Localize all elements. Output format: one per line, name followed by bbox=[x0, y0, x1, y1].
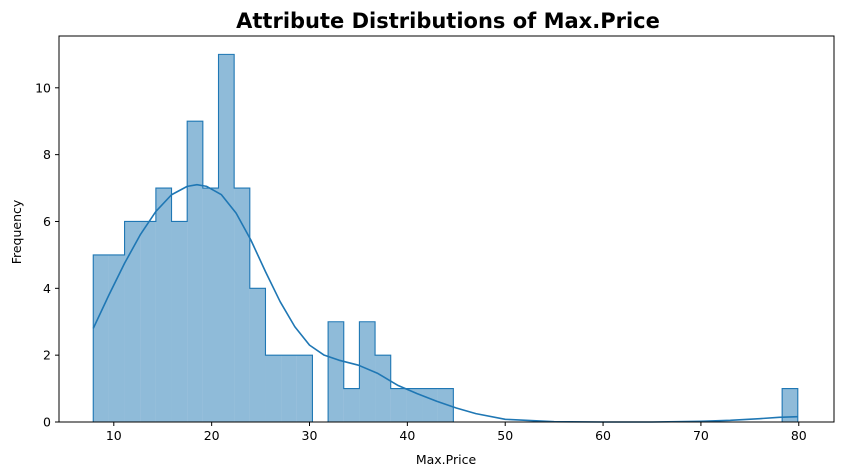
y-tick-label: 4 bbox=[43, 281, 51, 296]
x-axis-label: Max.Price bbox=[416, 452, 477, 467]
histogram-bar bbox=[437, 388, 454, 422]
histogram-bars bbox=[92, 53, 799, 423]
histogram-bar bbox=[782, 388, 798, 422]
histogram-bar bbox=[187, 121, 203, 423]
histogram-bar bbox=[422, 388, 438, 422]
x-tick-label: 50 bbox=[497, 428, 513, 443]
histogram-bar bbox=[234, 188, 250, 422]
y-tick-label: 0 bbox=[43, 415, 51, 430]
y-tick-label: 6 bbox=[43, 214, 51, 229]
x-tick-label: 10 bbox=[106, 428, 122, 443]
chart-title: Attribute Distributions of Max.Price bbox=[236, 9, 660, 33]
histogram-step-outline bbox=[781, 388, 799, 422]
histogram-bar bbox=[140, 221, 156, 422]
x-tick-label: 80 bbox=[791, 428, 807, 443]
histogram-bar bbox=[328, 321, 344, 422]
histogram-bar bbox=[108, 254, 125, 422]
x-tick-label: 70 bbox=[693, 428, 709, 443]
histogram-bar bbox=[375, 355, 391, 422]
histogram-bar bbox=[265, 355, 282, 422]
x-tick-label: 60 bbox=[595, 428, 611, 443]
histogram-bar bbox=[249, 288, 266, 422]
histogram-bar bbox=[406, 388, 423, 422]
histogram-bar bbox=[296, 355, 313, 422]
histogram-bar bbox=[218, 54, 235, 422]
histogram-bar bbox=[390, 388, 407, 422]
histogram-bar bbox=[281, 355, 297, 422]
y-tick-label: 8 bbox=[43, 147, 51, 162]
x-axis-ticks: 10 20 30 40 50 60 70 80 bbox=[106, 422, 807, 443]
x-tick-label: 40 bbox=[399, 428, 415, 443]
histogram-bar bbox=[93, 254, 109, 422]
histogram-bar bbox=[155, 188, 172, 422]
histogram-bar bbox=[171, 221, 188, 422]
histogram-step-outline bbox=[92, 53, 454, 423]
histogram-bar bbox=[202, 188, 219, 422]
y-axis-ticks: 0 2 4 6 8 10 bbox=[35, 80, 59, 430]
plot-frame bbox=[58, 35, 835, 423]
histogram-bar bbox=[359, 321, 376, 422]
y-tick-label: 10 bbox=[35, 80, 51, 95]
histogram-bar bbox=[343, 388, 360, 422]
x-tick-label: 20 bbox=[204, 428, 220, 443]
y-tick-label: 2 bbox=[43, 348, 51, 363]
x-tick-label: 30 bbox=[302, 428, 318, 443]
histogram-bar bbox=[124, 221, 141, 422]
y-axis-label: Frequency bbox=[9, 199, 24, 264]
